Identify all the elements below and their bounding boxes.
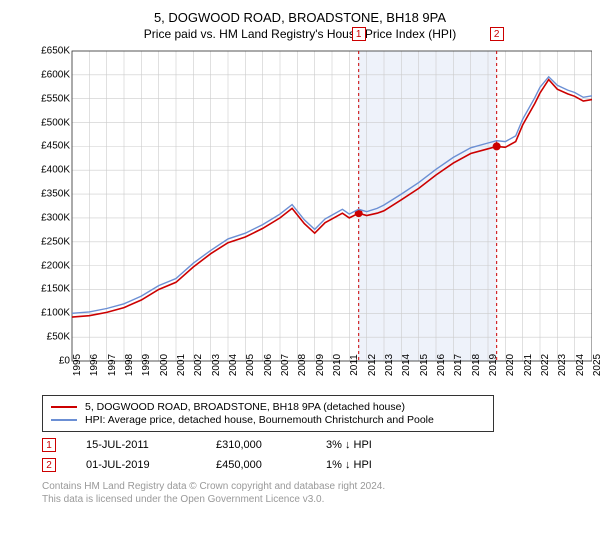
legend-row: HPI: Average price, detached house, Bour…: [51, 414, 485, 426]
x-axis-tick-label: 1995: [72, 354, 83, 376]
sale-badge: 1: [42, 438, 56, 452]
legend-box: 5, DOGWOOD ROAD, BROADSTONE, BH18 9PA (d…: [42, 395, 494, 432]
y-axis-tick-label: £150K: [41, 284, 70, 295]
x-axis-tick-label: 2015: [419, 354, 430, 376]
x-axis-tick-label: 2024: [575, 354, 586, 376]
x-axis-tick-label: 2007: [280, 354, 291, 376]
plot-svg: [32, 47, 592, 387]
legend-swatch: [51, 406, 77, 408]
y-axis-tick-label: £100K: [41, 308, 70, 319]
y-axis-tick-label: £450K: [41, 141, 70, 152]
plot-area: £0 £50K £100K £150K £200K £250K £300K £350K £400…: [32, 47, 592, 387]
x-axis-tick-label: 2003: [211, 354, 222, 376]
sale-price: £450,000: [216, 459, 326, 471]
y-axis-tick-label: £50K: [47, 332, 70, 343]
y-axis-tick-label: £500K: [41, 117, 70, 128]
sale-change: 1% ↓ HPI: [326, 459, 406, 471]
sale-change: 3% ↓ HPI: [326, 439, 406, 451]
x-axis-tick-label: 2012: [367, 354, 378, 376]
x-axis-tick-label: 2019: [488, 354, 499, 376]
y-axis-tick-label: £250K: [41, 236, 70, 247]
x-axis-tick-label: 2022: [540, 354, 551, 376]
x-axis-tick-label: 1996: [89, 354, 100, 376]
y-axis-tick-label: £300K: [41, 212, 70, 223]
x-axis-tick-label: 2018: [471, 354, 482, 376]
y-axis-tick-label: £400K: [41, 165, 70, 176]
footer-attribution: Contains HM Land Registry data © Crown c…: [42, 480, 592, 506]
y-axis-tick-label: £0: [59, 356, 70, 367]
x-axis-tick-label: 1999: [141, 354, 152, 376]
x-axis-tick-label: 2025: [592, 354, 600, 376]
y-axis-tick-label: £550K: [41, 93, 70, 104]
chart-subtitle: Price paid vs. HM Land Registry's House …: [8, 27, 592, 41]
sale-record-row: 1 15-JUL-2011£310,0003% ↓ HPI: [42, 438, 592, 452]
chart-title: 5, DOGWOOD ROAD, BROADSTONE, BH18 9PA: [8, 10, 592, 25]
x-axis-tick-label: 2011: [349, 354, 360, 376]
x-axis-tick-label: 2006: [263, 354, 274, 376]
x-axis-tick-label: 2017: [453, 354, 464, 376]
sale-badge: 2: [42, 458, 56, 472]
legend-swatch: [51, 419, 77, 421]
x-axis-tick-label: 2021: [523, 354, 534, 376]
x-axis-tick-label: 2023: [557, 354, 568, 376]
sale-price: £310,000: [216, 439, 326, 451]
y-axis-tick-label: £600K: [41, 69, 70, 80]
chart-container: 5, DOGWOOD ROAD, BROADSTONE, BH18 9PA Pr…: [8, 10, 592, 506]
legend-row: 5, DOGWOOD ROAD, BROADSTONE, BH18 9PA (d…: [51, 401, 485, 413]
x-axis-tick-label: 2020: [505, 354, 516, 376]
sale-date: 01-JUL-2019: [86, 459, 216, 471]
footer-line-2: This data is licensed under the Open Gov…: [42, 493, 592, 506]
x-axis-tick-label: 2014: [401, 354, 412, 376]
sale-record-row: 2 01-JUL-2019£450,0001% ↓ HPI: [42, 458, 592, 472]
sale-marker-badge: 2: [490, 27, 504, 41]
x-axis-tick-label: 1998: [124, 354, 135, 376]
y-axis-tick-label: £350K: [41, 189, 70, 200]
footer-line-1: Contains HM Land Registry data © Crown c…: [42, 480, 592, 493]
x-axis-tick-label: 2002: [193, 354, 204, 376]
x-axis-tick-label: 2016: [436, 354, 447, 376]
x-axis-tick-label: 2008: [297, 354, 308, 376]
sale-date: 15-JUL-2011: [86, 439, 216, 451]
sales-table: 1 15-JUL-2011£310,0003% ↓ HPI 2 01-JUL-2019…: [8, 438, 592, 472]
x-axis-tick-label: 2005: [245, 354, 256, 376]
x-axis-tick-label: 2004: [228, 354, 239, 376]
y-axis-tick-label: £200K: [41, 260, 70, 271]
x-axis-tick-label: 2013: [384, 354, 395, 376]
x-axis-tick-label: 2001: [176, 354, 187, 376]
legend-label: HPI: Average price, detached house, Bour…: [85, 414, 434, 426]
x-axis-tick-label: 2010: [332, 354, 343, 376]
legend-label: 5, DOGWOOD ROAD, BROADSTONE, BH18 9PA (d…: [85, 401, 405, 413]
sale-marker-badge: 1: [352, 27, 366, 41]
x-axis-tick-label: 2000: [159, 354, 170, 376]
y-axis-tick-label: £650K: [41, 46, 70, 57]
x-axis-tick-label: 1997: [107, 354, 118, 376]
x-axis-tick-label: 2009: [315, 354, 326, 376]
